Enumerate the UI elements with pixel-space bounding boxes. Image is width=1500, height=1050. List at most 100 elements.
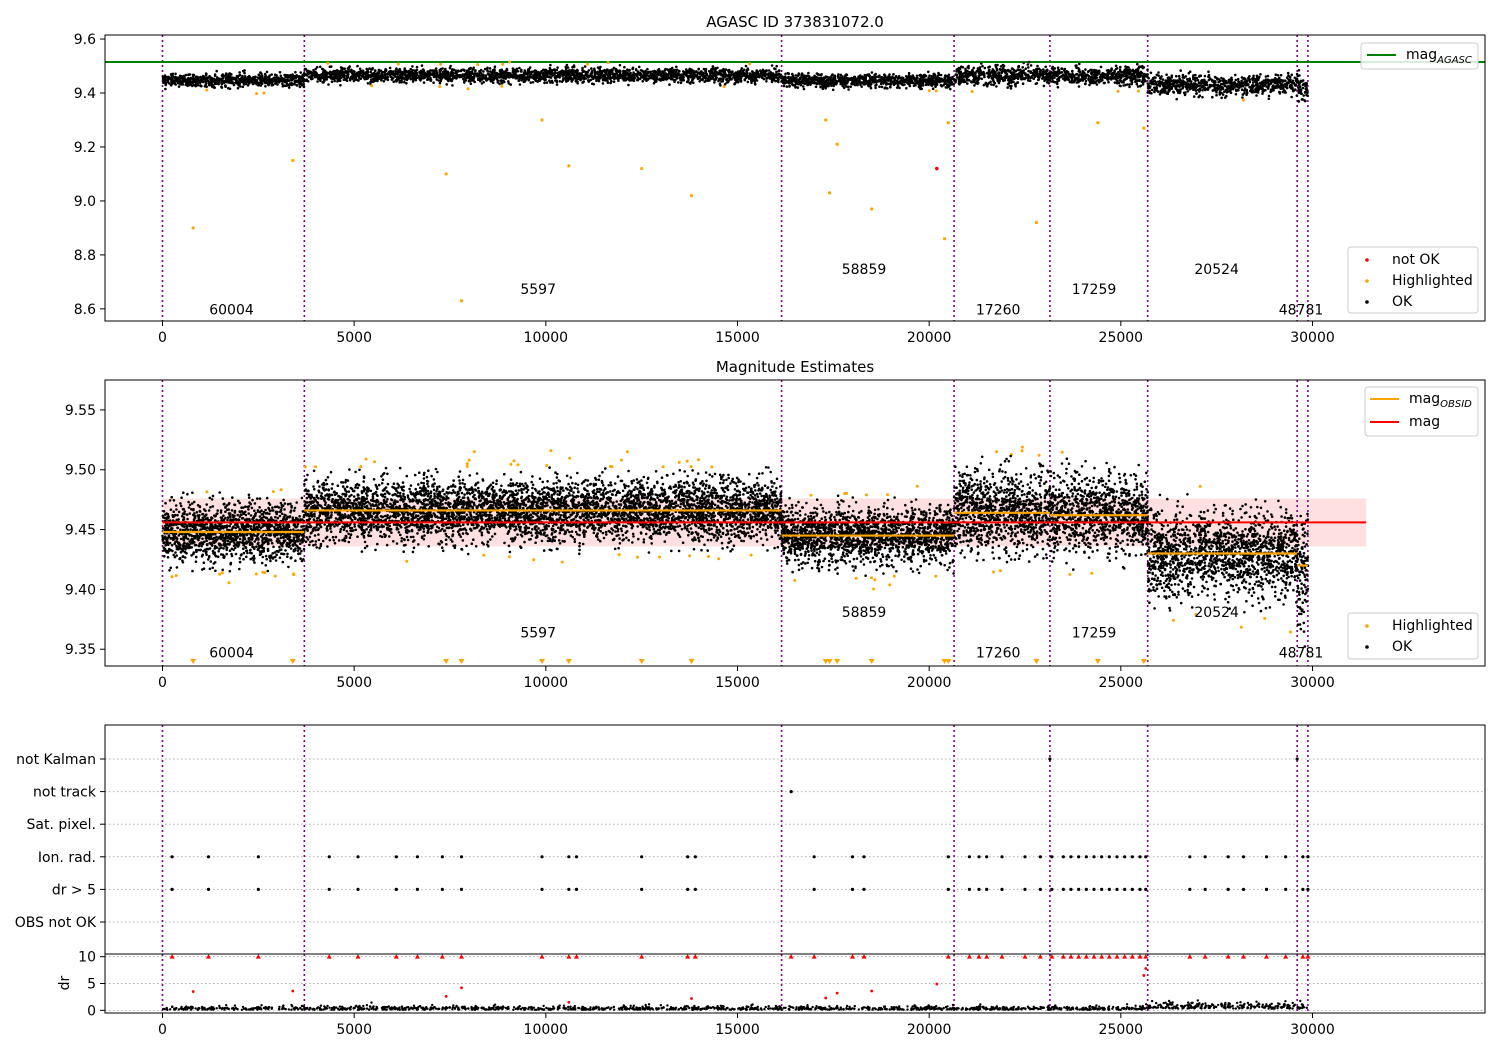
data-point (679, 78, 682, 81)
data-point (492, 78, 495, 81)
data-point (606, 80, 609, 83)
data-point (209, 78, 212, 81)
data-point (994, 82, 997, 85)
data-point (543, 82, 546, 85)
data-point (1010, 87, 1013, 90)
data-point (670, 78, 673, 81)
data-point (515, 74, 518, 77)
data-point (181, 82, 184, 85)
data-point (871, 71, 874, 74)
data-point (397, 63, 400, 66)
data-point (192, 77, 195, 80)
data-point (722, 68, 725, 71)
data-point (715, 74, 718, 77)
data-point (920, 76, 923, 79)
data-point (1000, 78, 1003, 81)
data-point (1133, 72, 1136, 75)
data-point (599, 76, 602, 79)
data-point (1138, 74, 1141, 77)
data-point (637, 70, 640, 73)
data-point (423, 70, 426, 73)
data-point (748, 62, 751, 65)
data-point (1125, 69, 1128, 72)
data-point (949, 88, 952, 91)
data-point (411, 65, 414, 68)
data-point (588, 69, 591, 72)
data-point (590, 72, 593, 75)
data-point (676, 75, 679, 78)
data-point (870, 87, 873, 90)
data-point (577, 73, 580, 76)
data-point (409, 75, 412, 78)
data-point (1146, 68, 1149, 71)
data-point (718, 73, 721, 76)
data-point (1036, 82, 1039, 85)
data-point (800, 81, 803, 84)
data-point (864, 78, 867, 81)
data-point (542, 72, 545, 75)
data-point (654, 80, 657, 83)
data-point (1000, 65, 1003, 68)
data-point (891, 80, 894, 83)
data-point (916, 78, 919, 81)
data-point (928, 80, 931, 83)
data-point (551, 69, 554, 72)
data-point (629, 74, 632, 77)
data-point (1120, 71, 1123, 74)
data-point (598, 68, 601, 71)
data-point (775, 71, 778, 74)
data-point (439, 73, 442, 76)
data-point (751, 79, 754, 82)
data-point (478, 70, 481, 73)
data-point (987, 83, 990, 86)
data-point (448, 75, 451, 78)
data-point (336, 76, 339, 79)
data-point (921, 83, 924, 86)
data-point (890, 83, 893, 86)
data-point (235, 82, 238, 85)
data-point (700, 78, 703, 81)
data-point (252, 77, 255, 80)
data-point (567, 73, 570, 76)
data-point (528, 76, 531, 79)
data-point (901, 83, 904, 86)
data-point (1090, 69, 1093, 72)
data-point (1006, 86, 1009, 89)
data-point (1088, 84, 1091, 87)
data-point (1057, 66, 1060, 69)
data-point (1112, 72, 1115, 75)
data-point (518, 79, 521, 82)
data-point (898, 82, 901, 85)
data-point (713, 81, 716, 84)
data-point (580, 78, 583, 81)
data-point (580, 72, 583, 75)
data-point (481, 75, 484, 78)
data-point (916, 75, 919, 78)
data-point (1017, 69, 1020, 72)
data-point (1124, 78, 1127, 81)
data-point (771, 79, 774, 82)
data-point (383, 80, 386, 83)
data-point (442, 73, 445, 76)
data-point (446, 76, 449, 79)
data-point (818, 80, 821, 83)
data-point (918, 81, 921, 84)
data-point (1100, 66, 1103, 69)
data-point (639, 78, 642, 81)
data-point (1129, 77, 1132, 80)
data-point (713, 78, 716, 81)
data-point (1036, 65, 1039, 68)
data-point (1138, 65, 1141, 68)
data-point (343, 67, 346, 70)
data-point (813, 77, 816, 80)
data-point (823, 77, 826, 80)
data-point (981, 65, 984, 68)
data-point (841, 77, 844, 80)
data-point (408, 72, 411, 75)
data-point (476, 63, 479, 66)
data-point (1037, 76, 1040, 79)
data-point (973, 84, 976, 87)
data-point (419, 79, 422, 82)
data-point (280, 75, 283, 78)
